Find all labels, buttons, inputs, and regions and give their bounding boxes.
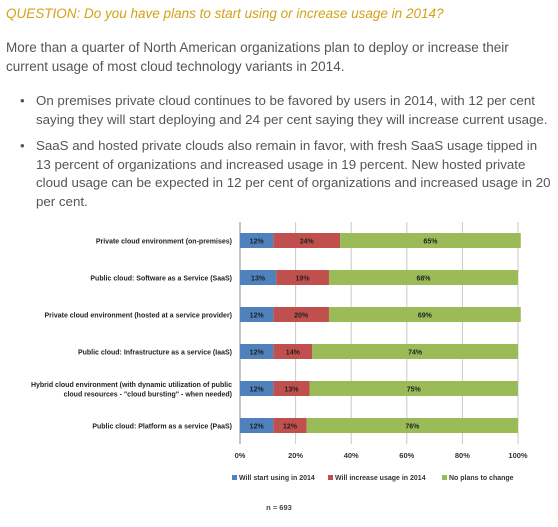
data-label: 12% (250, 349, 265, 356)
bar-segment (240, 270, 277, 285)
bullet-dot-icon: • (20, 138, 25, 153)
sample-size-note: n = 693 (266, 503, 292, 512)
x-tick-label: 40% (344, 451, 359, 460)
x-tick-label: 100% (508, 451, 528, 460)
bullet-item: • SaaS and hosted private clouds also rem… (20, 137, 551, 211)
bar-segment (328, 270, 518, 285)
x-tick-label: 60% (399, 451, 414, 460)
legend-swatch (232, 475, 237, 480)
data-label: 13% (284, 386, 299, 393)
data-label: 19% (296, 275, 311, 282)
category-label: Private cloud environment (on-premises) (96, 239, 232, 246)
x-tick-label: 0% (235, 451, 246, 460)
bullet-text: On premises private cloud continues to b… (36, 93, 548, 127)
category-label: cloud resources - "cloud bursting" - whe… (64, 391, 232, 398)
bar-segment (273, 233, 341, 248)
bullet-dot-icon: • (20, 93, 25, 108)
bar-segment (273, 418, 307, 433)
data-label: 12% (250, 312, 265, 319)
x-tick-label: 20% (288, 451, 303, 460)
bar-segment (312, 344, 518, 359)
data-label: 74% (408, 349, 423, 356)
legend-swatch (328, 475, 333, 480)
bullet-list: • On premises private cloud continues to … (20, 92, 551, 219)
bar-segment (240, 418, 274, 433)
bar-segment (276, 270, 329, 285)
bar-segment (273, 307, 329, 322)
data-label: 65% (423, 238, 438, 245)
data-label: 20% (294, 312, 309, 319)
data-label: 68% (416, 275, 431, 282)
bar-segment (340, 233, 521, 248)
data-label: 76% (405, 423, 420, 430)
category-label: Public cloud: Platform as a service (Paa… (92, 424, 232, 431)
data-label: 24% (300, 238, 315, 245)
bar-segment (273, 381, 310, 396)
data-label: 12% (250, 423, 265, 430)
bar-segment (309, 381, 518, 396)
bar-segment (328, 307, 521, 322)
data-label: 75% (407, 386, 422, 393)
bar-segment (240, 381, 274, 396)
bar-segment (240, 233, 274, 248)
data-label: 12% (250, 386, 265, 393)
intro-paragraph: More than a quarter of North American or… (6, 40, 509, 74)
legend-label: No plans to change (449, 475, 514, 482)
legend-swatch (442, 475, 447, 480)
category-label: Hybrid cloud environment (with dynamic u… (31, 382, 232, 389)
legend-label: Will start using in 2014 (239, 475, 315, 482)
bar-segment (240, 307, 274, 322)
bullet-item: • On premises private cloud continues to … (20, 92, 551, 129)
category-label: Public cloud: Software as a Service (Saa… (90, 276, 232, 283)
category-label: Private cloud environment (hosted at a s… (45, 313, 233, 320)
data-label: 13% (251, 275, 266, 282)
category-label: Public cloud: Infrastructure as a servic… (78, 350, 232, 357)
bullet-text: SaaS and hosted private clouds also rema… (36, 138, 551, 209)
data-label: 14% (286, 349, 301, 356)
stacked-bar-chart: 0% 20% 40% 60% 80% 100% Private cloud environm… (31, 222, 528, 482)
x-tick-label: 80% (455, 451, 470, 460)
data-label: 12% (283, 423, 298, 430)
data-label: 69% (418, 312, 433, 319)
legend-label: Will increase usage in 2014 (335, 475, 426, 482)
data-label: 12% (250, 238, 265, 245)
bar-segment (240, 344, 274, 359)
question-heading: QUESTION: Do you have plans to start usi… (6, 6, 444, 21)
bar-segment (306, 418, 518, 433)
bar-segment (273, 344, 313, 359)
